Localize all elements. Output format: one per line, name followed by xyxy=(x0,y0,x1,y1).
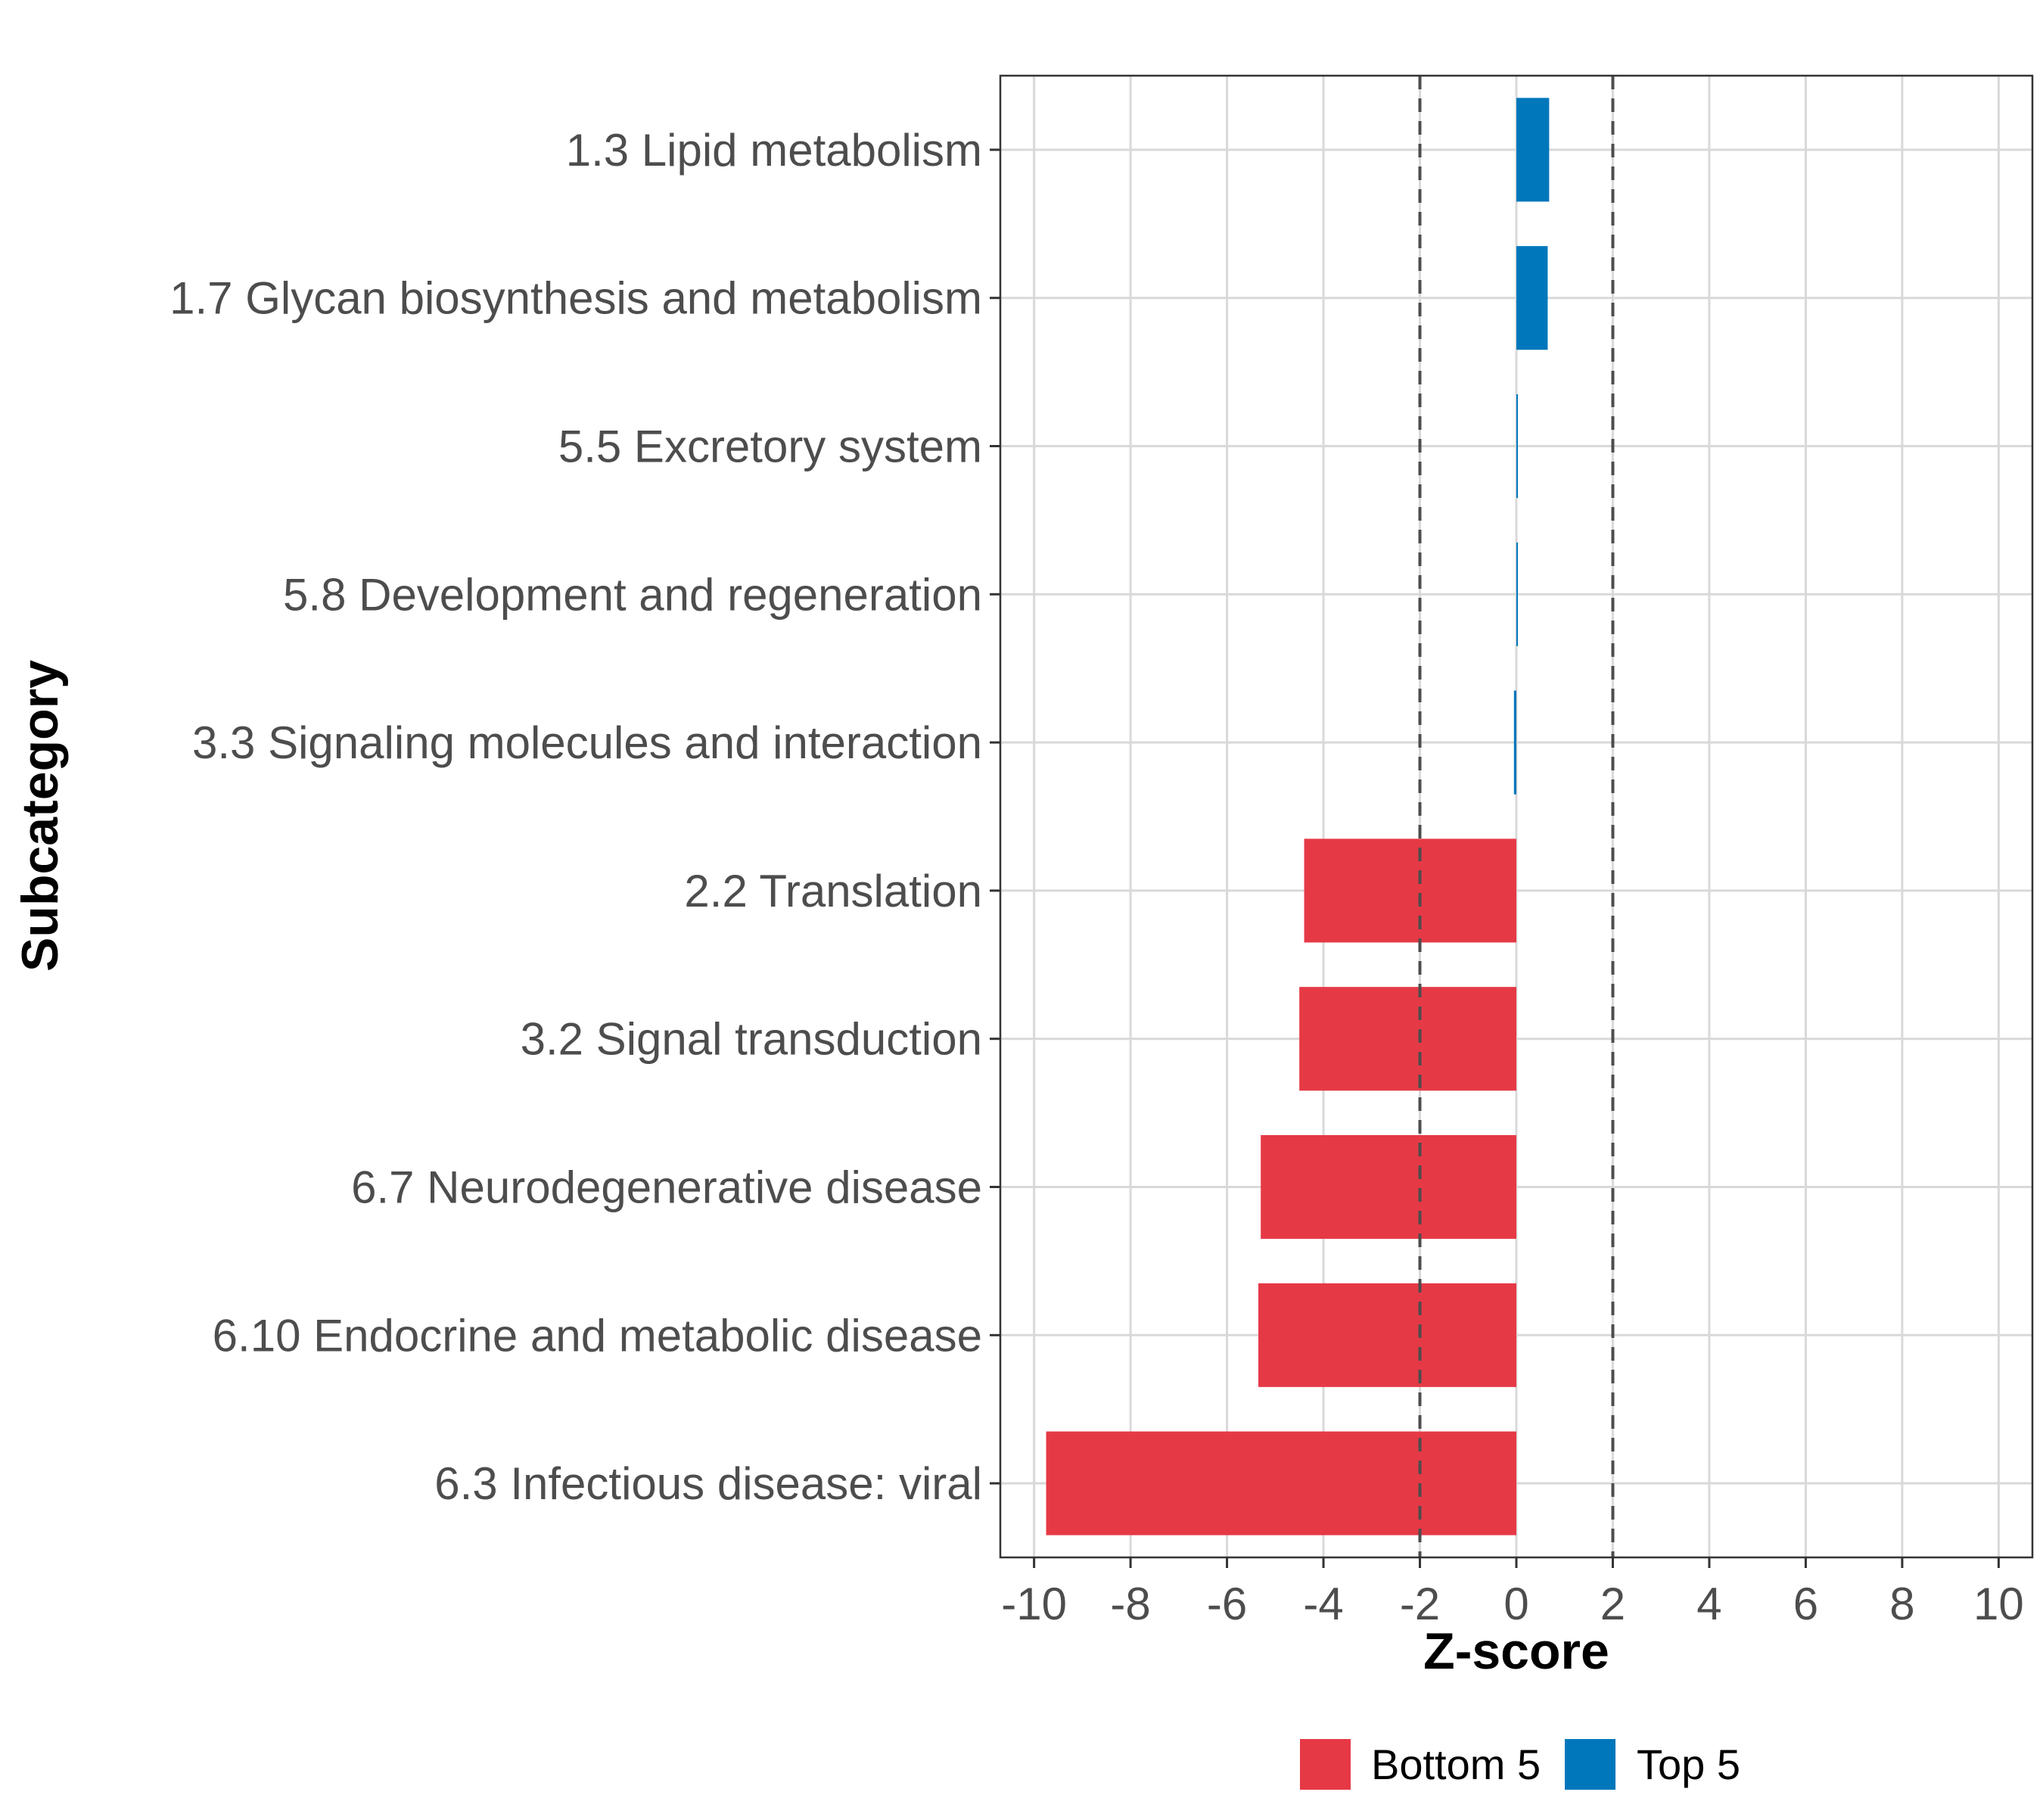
bar xyxy=(1516,542,1518,646)
y-tick-label: 3.2 Signal transduction xyxy=(521,1014,982,1065)
bar xyxy=(1516,98,1550,202)
bar xyxy=(1513,690,1516,795)
y-tick-label: 5.8 Development and regeneration xyxy=(283,569,982,620)
x-tick-label: -10 xyxy=(1001,1579,1067,1629)
x-tick-label: -2 xyxy=(1400,1579,1440,1629)
y-tick-label: 2.2 Translation xyxy=(684,866,982,916)
x-tick-label: 6 xyxy=(1793,1579,1818,1629)
x-tick-label: -4 xyxy=(1303,1579,1343,1629)
y-tick-label: 6.10 Endocrine and metabolic disease xyxy=(213,1310,982,1361)
y-tick-label: 6.3 Infectious disease: viral xyxy=(434,1458,982,1509)
legend-swatch-top5 xyxy=(1565,1739,1615,1790)
y-tick-label: 5.5 Excretory system xyxy=(558,422,982,472)
y-tick-label: 1.7 Glycan biosynthesis and metabolism xyxy=(169,273,982,324)
bar xyxy=(1261,1134,1516,1240)
x-tick-label: -6 xyxy=(1207,1579,1247,1629)
legend: Bottom 5 Top 5 xyxy=(1300,1739,1740,1790)
legend-swatch-bottom5 xyxy=(1300,1739,1351,1790)
bar xyxy=(1299,987,1516,1091)
y-axis-title: Subcategory xyxy=(11,660,69,972)
legend-label-top5: Top 5 xyxy=(1637,1741,1740,1788)
bar xyxy=(1304,838,1516,943)
y-tick-label: 1.3 Lipid metabolism xyxy=(566,125,982,176)
x-axis-title: Z-score xyxy=(1423,1622,1609,1680)
bar xyxy=(1258,1283,1516,1387)
x-tick-label: 10 xyxy=(1973,1579,2024,1629)
x-tick-label: -8 xyxy=(1110,1579,1150,1629)
x-tick-label: 8 xyxy=(1889,1579,1914,1629)
y-tick-label: 3.3 Signaling molecules and interaction xyxy=(192,717,982,768)
bar xyxy=(1516,394,1518,499)
y-tick-label: 6.7 Neurodegenerative disease xyxy=(351,1162,982,1213)
x-tick-label: 4 xyxy=(1696,1579,1721,1629)
x-tick-label: 2 xyxy=(1600,1579,1625,1629)
legend-label-bottom5: Bottom 5 xyxy=(1371,1741,1541,1788)
x-tick-label: 0 xyxy=(1503,1579,1528,1629)
bar xyxy=(1516,246,1548,350)
bar xyxy=(1046,1431,1516,1535)
